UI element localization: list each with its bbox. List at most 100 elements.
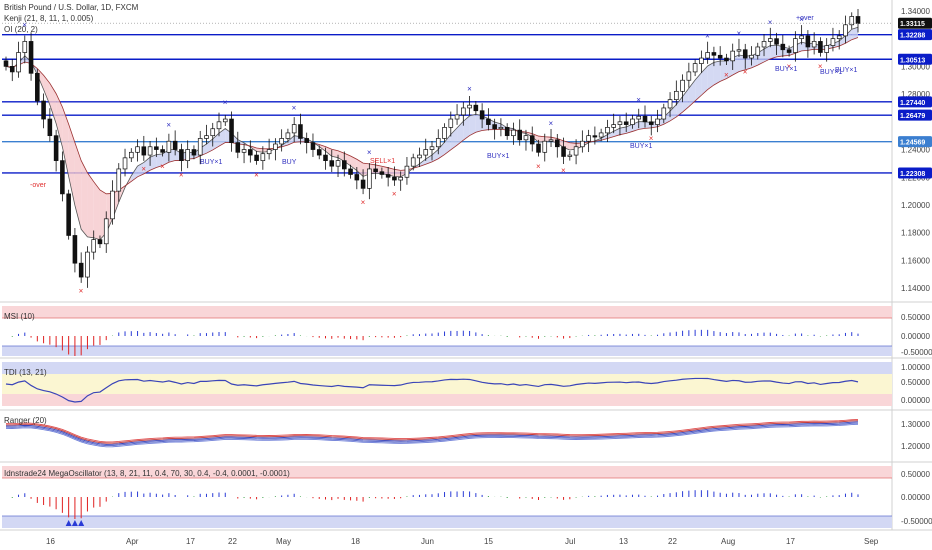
signal-x-marker: × bbox=[799, 15, 804, 24]
ma-band-fill bbox=[638, 121, 645, 130]
candle-body bbox=[122, 157, 128, 170]
osc-buy-arrow bbox=[78, 520, 85, 526]
candle-body bbox=[298, 124, 303, 139]
candle-body bbox=[699, 57, 704, 64]
level-price-tag bbox=[898, 109, 932, 121]
ma-band-fill bbox=[444, 134, 451, 155]
level-price-tag bbox=[898, 136, 932, 148]
candle-body bbox=[605, 127, 610, 134]
candle-body bbox=[285, 132, 291, 139]
ma-band-fill bbox=[344, 153, 351, 166]
x-tick-label: Jul bbox=[565, 537, 575, 546]
candle-body bbox=[398, 176, 403, 181]
candle-body bbox=[367, 168, 372, 189]
candle-body bbox=[818, 41, 823, 53]
candle-body bbox=[28, 41, 34, 74]
signal-annotation: BUY×1 bbox=[835, 67, 857, 74]
candle-body bbox=[191, 149, 197, 156]
signal-x-marker: × bbox=[223, 98, 228, 107]
candle-body bbox=[222, 118, 228, 123]
candle-body bbox=[410, 157, 416, 167]
x-tick-label: 17 bbox=[786, 537, 795, 546]
signal-x-marker: × bbox=[292, 104, 297, 113]
candle-body bbox=[717, 54, 723, 59]
ma-band-fill bbox=[212, 133, 219, 150]
candle-body bbox=[279, 138, 284, 145]
ranger-tick-label: 1.30000 bbox=[901, 420, 930, 429]
candle-body bbox=[53, 135, 59, 161]
candle-body bbox=[354, 174, 360, 181]
signal-x-marker: × bbox=[367, 148, 372, 157]
level-price-tag-text: 1.27440 bbox=[900, 100, 925, 107]
ma-band-fill bbox=[469, 114, 476, 136]
candle-body bbox=[630, 118, 635, 125]
candle-body bbox=[141, 146, 147, 156]
candle-body bbox=[266, 149, 272, 155]
signal-annotation: BUY×1 bbox=[775, 66, 797, 73]
candle-body bbox=[705, 52, 710, 59]
ma-band-fill bbox=[745, 55, 752, 70]
signal-annotation: BUY×1 bbox=[200, 159, 222, 166]
ma-band-fill bbox=[676, 96, 683, 117]
candle-body bbox=[172, 140, 178, 150]
candle-body bbox=[35, 72, 40, 102]
candle-body bbox=[655, 118, 660, 125]
candle-body bbox=[642, 115, 648, 123]
signal-x-marker: × bbox=[536, 162, 541, 171]
y-tick-label: 1.24000 bbox=[901, 146, 930, 155]
candle-body bbox=[204, 135, 209, 139]
ma-band-fill bbox=[49, 83, 57, 124]
candle-body bbox=[567, 154, 573, 157]
pane-tdi-title: TDI (13, 21) bbox=[4, 368, 47, 377]
candle-body bbox=[291, 124, 297, 134]
candle-body bbox=[598, 132, 604, 138]
osc-buy-arrow bbox=[65, 520, 72, 526]
ma-band-fill bbox=[68, 124, 75, 206]
candle-body bbox=[805, 35, 811, 48]
level-price-tag bbox=[898, 96, 932, 108]
ma-band-fill bbox=[682, 88, 689, 113]
candle-body bbox=[667, 99, 673, 109]
ma-band-fill bbox=[87, 172, 94, 238]
level-price-tag bbox=[898, 29, 932, 41]
ranger-tick-label: 1.20000 bbox=[901, 442, 930, 451]
candle-body bbox=[461, 107, 466, 116]
tdi-upper-zone bbox=[2, 362, 892, 374]
osc-upper-zone bbox=[2, 466, 892, 478]
candle-body bbox=[66, 193, 71, 236]
candle-body bbox=[135, 146, 140, 153]
candle-body bbox=[16, 52, 21, 73]
candle-body bbox=[742, 49, 748, 59]
x-tick-label: 16 bbox=[46, 537, 55, 546]
tdi-lower-zone bbox=[2, 394, 892, 406]
candle-body bbox=[849, 16, 855, 26]
signal-annotation: BUY×1 bbox=[820, 69, 842, 76]
y-tick-label: 1.28000 bbox=[901, 90, 930, 99]
candle-body bbox=[22, 41, 28, 53]
candle-body bbox=[248, 149, 253, 156]
candle-body bbox=[41, 100, 46, 120]
candle-body bbox=[592, 135, 598, 138]
candle-body bbox=[360, 179, 366, 189]
ma-band-fill bbox=[851, 27, 858, 40]
candle-body bbox=[379, 171, 385, 175]
candle-body bbox=[435, 138, 441, 148]
candle-body bbox=[761, 41, 767, 48]
candle-body bbox=[310, 142, 316, 150]
ma-band-fill bbox=[707, 62, 714, 90]
candle-body bbox=[448, 118, 454, 128]
signal-x-marker: × bbox=[736, 29, 741, 38]
candle-body bbox=[60, 160, 65, 195]
signal-x-marker: × bbox=[636, 95, 641, 104]
candle-body bbox=[780, 43, 786, 51]
signal-x-marker: × bbox=[361, 198, 366, 207]
candle-body bbox=[711, 52, 717, 56]
candle-body bbox=[580, 140, 585, 148]
y-tick-label: 1.20000 bbox=[901, 201, 930, 210]
candle-body bbox=[197, 138, 203, 156]
ma-band-fill bbox=[845, 29, 852, 44]
ma-band-fill bbox=[256, 147, 263, 153]
ma-band-fill bbox=[457, 121, 464, 146]
level-price-tag-text: 1.22308 bbox=[900, 171, 925, 178]
candle-body bbox=[755, 46, 761, 56]
